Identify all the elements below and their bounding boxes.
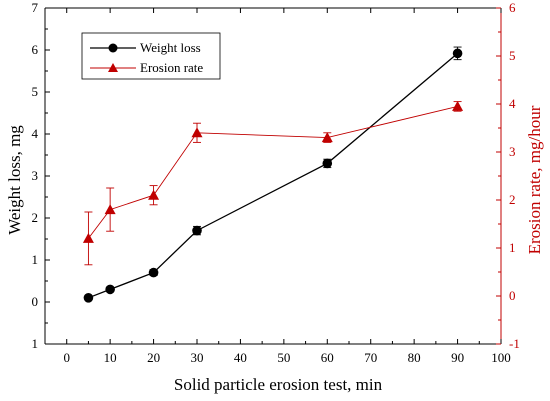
left-tick-label: 1: [32, 336, 39, 351]
x-tick-label: 90: [451, 350, 464, 365]
left-tick-label: 0: [32, 294, 39, 309]
x-tick-label: 20: [147, 350, 160, 365]
right-axis-title: Erosion rate, mg/hour: [525, 105, 544, 254]
erosion-rate-point: [321, 132, 333, 143]
erosion-rate-point: [191, 127, 203, 138]
x-tick-label: 40: [234, 350, 247, 365]
left-tick-label: 2: [32, 210, 39, 225]
erosion-rate-point: [148, 189, 160, 200]
erosion-rate-point: [104, 204, 116, 215]
legend-erosion-marker: [108, 63, 118, 72]
weight-loss-point: [83, 293, 94, 303]
weight-loss-line: [88, 52, 458, 299]
weight-loss-point: [322, 158, 333, 169]
right-tick-label: -1: [509, 336, 520, 351]
series-group: [82, 46, 464, 303]
x-tick-label: 80: [408, 350, 421, 365]
weight-loss-point: [105, 284, 115, 295]
left-tick-label: 3: [32, 168, 39, 183]
right-tick-label: 6: [509, 0, 516, 15]
x-tick-label: 70: [364, 350, 377, 365]
right-tick-label: 2: [509, 192, 516, 207]
right-tick-label: 4: [509, 96, 516, 111]
erosion-rate-point: [452, 100, 464, 111]
right-tick-label: 0: [509, 288, 516, 303]
right-tick-label: 1: [509, 240, 516, 255]
x-tick-label: 30: [191, 350, 204, 365]
x-tick-label: 10: [104, 350, 117, 365]
left-axis-title: Weight loss, mg: [5, 125, 24, 235]
right-tick-label: 5: [509, 48, 516, 63]
left-tick-label: 5: [32, 84, 39, 99]
erosion-rate-line: [88, 105, 458, 239]
legend: Weight loss Erosion rate: [81, 32, 221, 80]
weight-loss-point: [452, 48, 463, 59]
x-axis-title: Solid particle erosion test, min: [174, 375, 383, 394]
legend-weight-marker: [108, 43, 118, 53]
left-tick-label: 1: [32, 252, 39, 267]
left-tick-label: 4: [32, 126, 39, 141]
weight-loss-point: [148, 267, 159, 278]
left-tick-label: 6: [32, 42, 39, 57]
x-tick-label: 100: [491, 350, 511, 365]
legend-erosion-label: Erosion rate: [140, 60, 203, 75]
x-tick-label: 60: [321, 350, 334, 365]
x-tick-label: 50: [277, 350, 290, 365]
left-tick-label: 7: [32, 0, 39, 15]
x-tick-label: 0: [63, 350, 70, 365]
legend-box: [81, 32, 221, 80]
erosion-rate-point: [82, 232, 94, 243]
right-tick-label: 3: [509, 144, 516, 159]
weight-loss-point: [192, 225, 202, 236]
legend-weight-label: Weight loss: [140, 40, 201, 55]
